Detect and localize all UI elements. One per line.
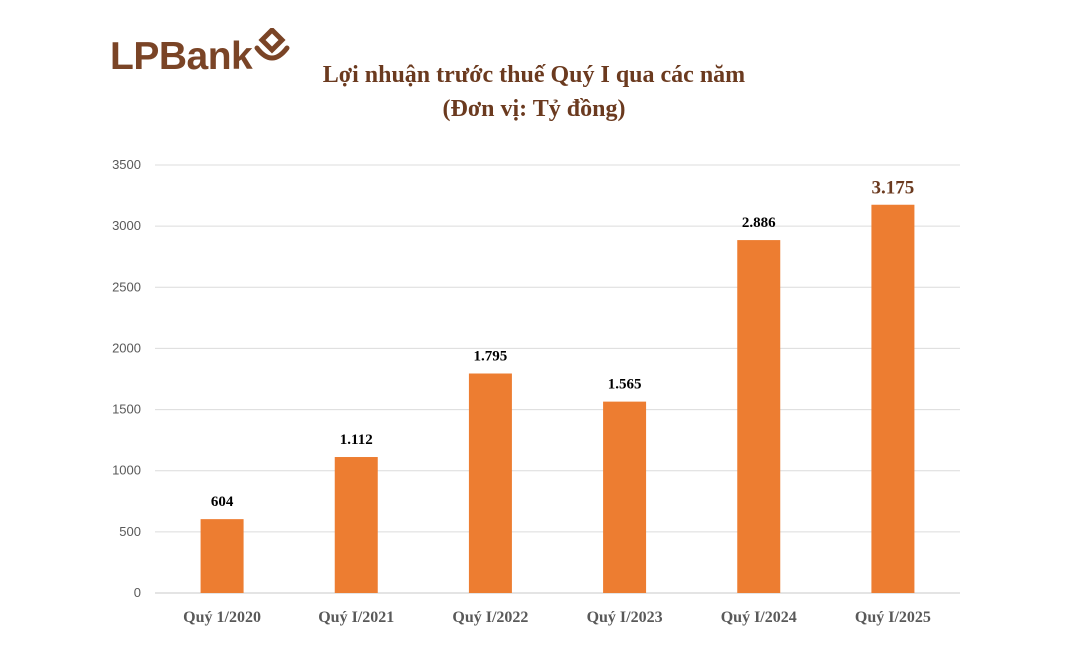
y-tick-label: 1500 [112, 402, 141, 417]
bar [334, 457, 378, 593]
chart-subtitle: (Đơn vị: Tỷ đồng) [442, 96, 626, 122]
y-tick-label: 1000 [112, 463, 141, 478]
y-tick-label: 3000 [112, 218, 141, 233]
x-tick-label: Quý I/2024 [721, 609, 797, 626]
y-tick-label: 500 [119, 524, 141, 539]
bar [468, 373, 512, 593]
data-label: 1.795 [474, 348, 508, 364]
y-tick-label: 2000 [112, 340, 141, 355]
y-tick-label: 3500 [112, 157, 141, 172]
data-label: 604 [211, 494, 234, 510]
lotus-icon [254, 26, 290, 66]
bar [200, 519, 244, 593]
y-tick-label: 2500 [112, 279, 141, 294]
data-label: 3.175 [872, 178, 915, 199]
data-label: 2.886 [742, 215, 776, 231]
y-tick-label: 0 [134, 585, 141, 600]
lpbank-logo: LPBank [110, 26, 290, 76]
x-tick-label: Quý 1/2020 [183, 609, 261, 626]
logo-text: LPBank [110, 35, 253, 78]
x-tick-label: Quý I/2022 [452, 609, 528, 626]
x-tick-label: Quý I/2021 [318, 609, 394, 626]
bar [871, 204, 915, 593]
data-label: 1.112 [340, 432, 373, 448]
data-label: 1.565 [608, 377, 642, 393]
bar [603, 401, 647, 593]
x-tick-label: Quý I/2023 [587, 609, 663, 626]
chart-title: Lợi nhuận trước thuế Quý I qua các năm [322, 62, 746, 88]
x-tick-label: Quý I/2025 [855, 609, 931, 626]
bar [737, 240, 781, 593]
